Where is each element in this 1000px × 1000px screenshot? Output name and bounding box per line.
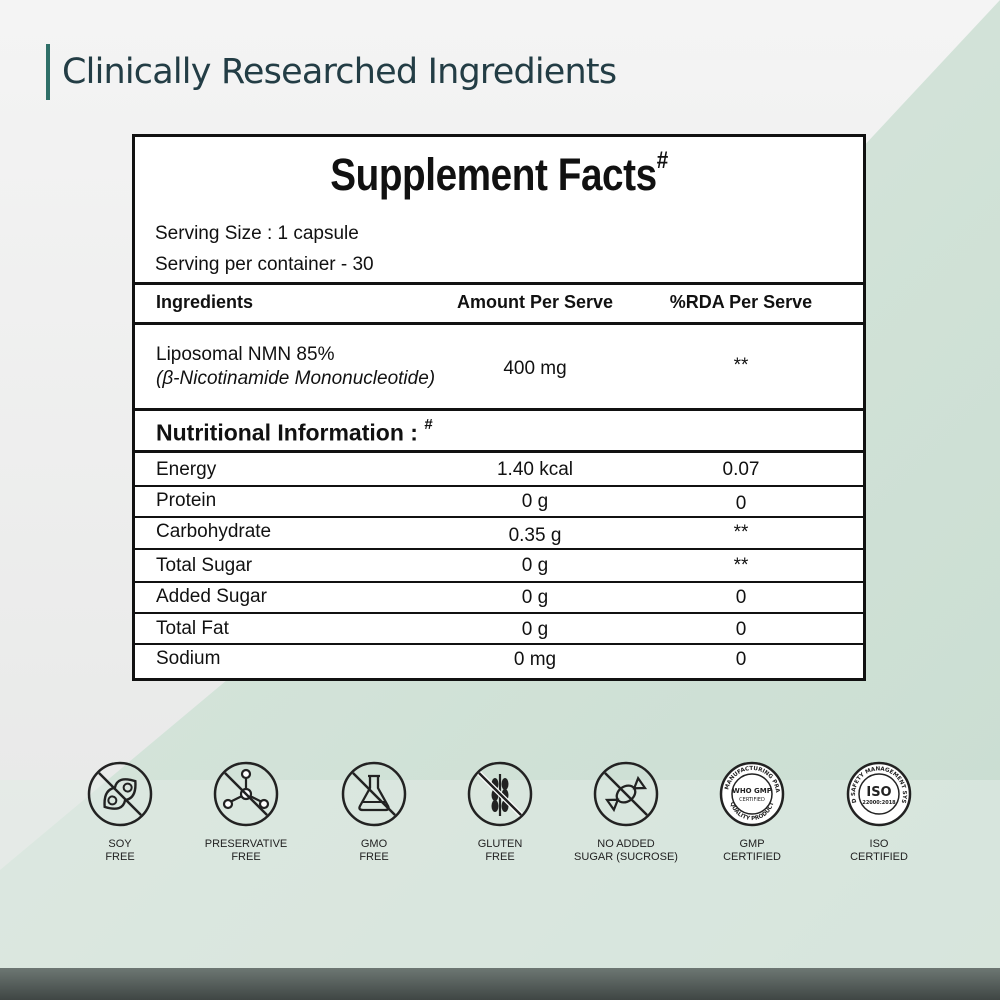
divider xyxy=(135,485,863,487)
nutrition-amount: 0 g xyxy=(521,555,549,576)
nutrition-rda: 0 xyxy=(735,649,747,670)
nutrition-amount: 0 g xyxy=(521,491,549,512)
divider xyxy=(135,612,863,614)
divider xyxy=(135,516,863,518)
nutrition-rda: 0 xyxy=(735,619,747,640)
nutrition-heading-mark: # xyxy=(424,416,433,433)
nutrition-amount: 1.40 kcal xyxy=(496,459,574,480)
badge-label: PRESERVATIVE FREE xyxy=(204,838,288,863)
nutrition-rda: 0 xyxy=(735,493,747,514)
floor-strip xyxy=(0,968,1000,1000)
badge-label: GMP CERTIFIED xyxy=(723,838,781,863)
nutrition-name: Carbohydrate xyxy=(156,521,272,542)
supplement-facts-panel: Supplement Facts# Serving Size : 1 capsu… xyxy=(132,134,866,681)
badge-gluten-free: GLUTEN FREE xyxy=(440,760,560,864)
iso-certified-icon: FOOD SAFETY MANAGEMENT SYSTEM ISO 22000:… xyxy=(845,760,912,827)
nutrition-name: Total Sugar xyxy=(156,555,253,576)
soy-free-icon xyxy=(87,761,153,827)
badge-label: SOY FREE xyxy=(105,838,135,863)
badge-label: GLUTEN FREE xyxy=(477,838,523,863)
gmp-seal-text: WHO GMP xyxy=(732,787,772,795)
badge-label: NO ADDED SUGAR (SUCROSE) xyxy=(574,838,678,863)
badge-no-added-sugar: NO ADDED SUGAR (SUCROSE) xyxy=(566,760,686,864)
badge-iso-certified: FOOD SAFETY MANAGEMENT SYSTEM ISO 22000:… xyxy=(819,760,939,864)
gmo-free-icon xyxy=(341,761,407,827)
serving-per-container: Serving per container - 30 xyxy=(155,254,374,275)
iso-seal-sub: 22000:2018 xyxy=(862,800,896,806)
nutrition-heading-text: Nutritional Information : xyxy=(156,419,418,446)
gluten-free-icon xyxy=(467,761,533,827)
nutrition-amount: 0 g xyxy=(521,587,549,608)
headline-accent-bar xyxy=(46,44,50,100)
column-header-ingredients: Ingredients xyxy=(156,292,254,312)
divider xyxy=(135,548,863,550)
nutrition-name: Added Sugar xyxy=(156,586,267,607)
serving-size: Serving Size : 1 capsule xyxy=(155,223,359,244)
nutrition-rda: ** xyxy=(733,555,749,576)
headline-text: Clinically Researched Ingredients xyxy=(62,52,617,92)
ingredient-subname: (β-Nicotinamide Mononucleotide) xyxy=(156,368,436,389)
nutrition-heading: Nutritional Information : # xyxy=(156,416,433,447)
divider xyxy=(135,282,863,285)
nutrition-name: Energy xyxy=(156,459,217,480)
badge-label: GMO FREE xyxy=(359,838,389,863)
badge-preservative-free: PRESERVATIVE FREE xyxy=(186,760,306,864)
divider xyxy=(135,322,863,325)
badge-row: SOY FREE PRESERVATIVE FREE GMO FREE xyxy=(60,760,940,890)
nutrition-name: Protein xyxy=(156,490,217,511)
divider xyxy=(135,643,863,645)
divider xyxy=(135,581,863,583)
nutrition-rda: 0.07 xyxy=(722,459,760,480)
no-added-sugar-icon xyxy=(593,761,659,827)
title-mark: # xyxy=(656,147,668,174)
ingredient-rda: ** xyxy=(733,355,749,376)
supplement-facts-title: Supplement Facts# xyxy=(186,147,812,201)
nutrition-name: Total Fat xyxy=(156,618,229,639)
nutrition-name: Sodium xyxy=(156,648,221,669)
preservative-free-icon xyxy=(213,761,279,827)
badge-gmp-certified: GOOD MANUFACTURING PRACTICE QUALITY PROD… xyxy=(692,760,812,864)
nutrition-rda: 0 xyxy=(735,587,747,608)
column-header-rda: %RDA Per Serve xyxy=(669,292,813,312)
badge-label: ISO CERTIFIED xyxy=(850,838,908,863)
ingredient-name: Liposomal NMN 85% xyxy=(156,344,335,365)
nutrition-amount: 0.35 g xyxy=(508,525,562,546)
divider xyxy=(135,408,863,411)
gmp-seal-sub: CERTIFIED xyxy=(739,797,765,803)
ingredient-amount: 400 mg xyxy=(503,358,567,379)
nutrition-rda: ** xyxy=(733,522,749,543)
badge-gmo-free: GMO FREE xyxy=(314,760,434,864)
iso-seal-text: ISO xyxy=(866,785,891,800)
gmp-certified-icon: GOOD MANUFACTURING PRACTICE QUALITY PROD… xyxy=(718,760,785,827)
nutrition-amount: 0 g xyxy=(521,619,549,640)
column-header-amount: Amount Per Serve xyxy=(456,292,614,312)
nutrition-amount: 0 mg xyxy=(513,649,557,670)
divider xyxy=(135,450,863,453)
badge-soy-free: SOY FREE xyxy=(60,760,180,864)
headline: Clinically Researched Ingredients xyxy=(46,44,617,100)
title-text: Supplement Facts xyxy=(330,149,657,200)
